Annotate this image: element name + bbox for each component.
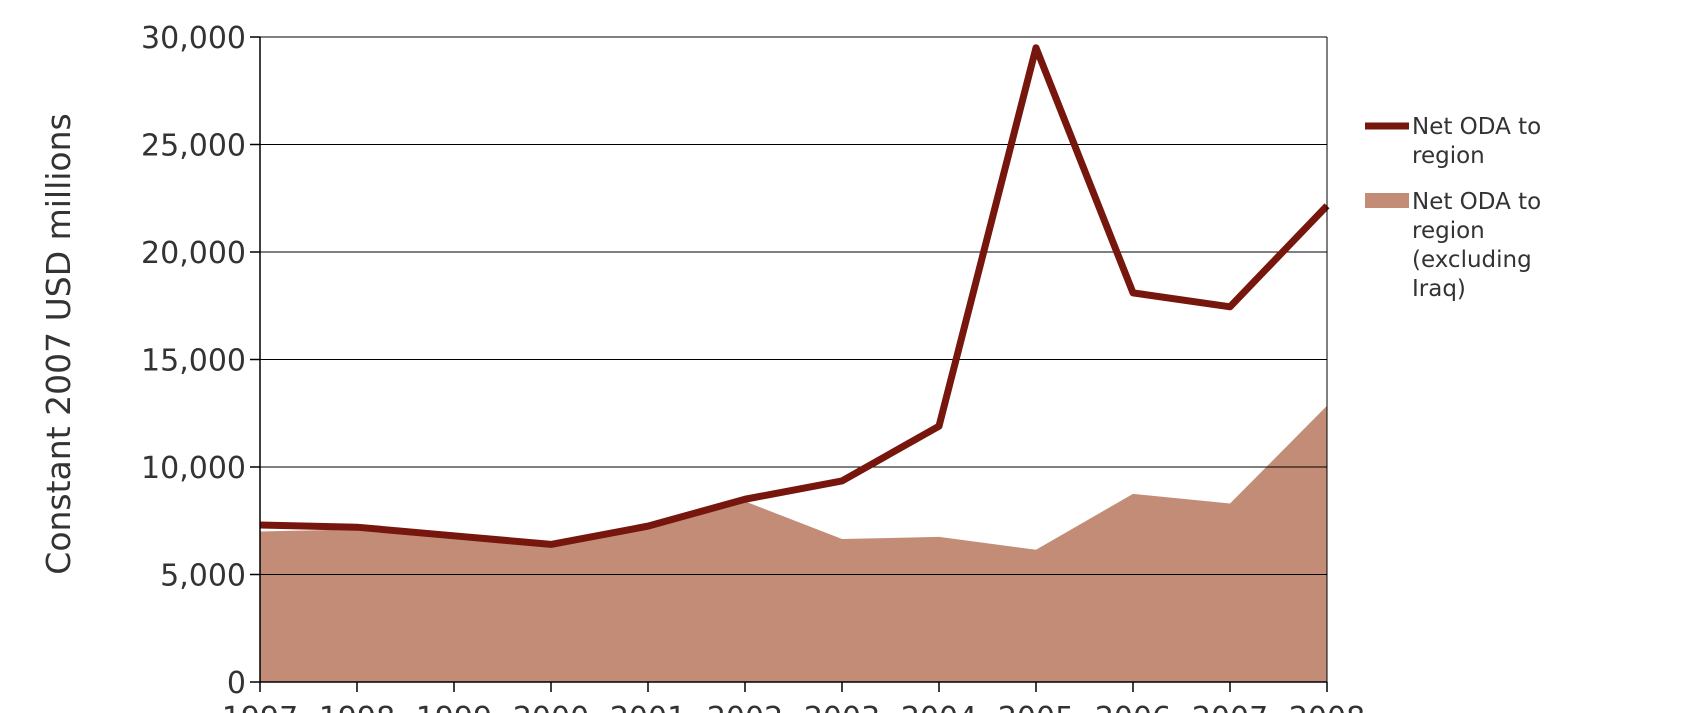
y-axis-title: Constant 2007 USD millions	[39, 113, 78, 574]
line-series-net-oda	[259, 44, 1330, 548]
y-tick-label: 0	[227, 666, 246, 701]
y-tick-label: 20,000	[141, 236, 246, 271]
y-tick-label: 10,000	[141, 451, 246, 486]
x-tick-label: 2001	[610, 701, 686, 713]
y-tick-label: 25,000	[141, 129, 246, 164]
x-tick-label: 2002	[707, 701, 783, 713]
area-layer	[259, 405, 1328, 682]
x-tick-label: 1999	[416, 701, 492, 713]
x-tick-label: 2007	[1192, 701, 1268, 713]
area-series-excluding-iraq	[260, 405, 1327, 682]
tick-labels: 0 5,000 10,000 15,000 20,000 25,000 30,000 1997…	[39, 21, 1365, 713]
y-tick-label: 5,000	[160, 559, 246, 594]
legend-swatch-area	[1365, 193, 1409, 208]
x-tick-label: 1997	[222, 701, 298, 713]
x-tick-label: 2006	[1095, 701, 1171, 713]
x-tick-label: 2005	[998, 701, 1074, 713]
y-tick-label: 15,000	[141, 344, 246, 379]
x-tick-label: 1998	[319, 701, 395, 713]
legend-label-net-oda: Net ODA to	[1412, 114, 1541, 140]
axes	[250, 36, 1328, 692]
legend-label-net-oda: region	[1412, 143, 1485, 169]
x-tick-label: 2003	[804, 701, 880, 713]
x-tick-label: 2000	[513, 701, 589, 713]
gridlines	[260, 36, 1327, 575]
y-tick-label: 30,000	[141, 21, 246, 56]
legend-label-net-oda-excluding-iraq: Net ODA to	[1412, 189, 1541, 215]
legend-label-net-oda-excluding-iraq: region	[1412, 218, 1485, 244]
line-layer	[259, 44, 1330, 548]
legend-label-net-oda-excluding-iraq: Iraq)	[1412, 276, 1466, 302]
x-tick-label: 2004	[901, 701, 977, 713]
legend: Net ODA to region Net ODA to region (excludi…	[1365, 114, 1541, 302]
x-tick-label: 2008	[1289, 701, 1365, 713]
legend-label-net-oda-excluding-iraq: (excluding	[1412, 247, 1532, 273]
